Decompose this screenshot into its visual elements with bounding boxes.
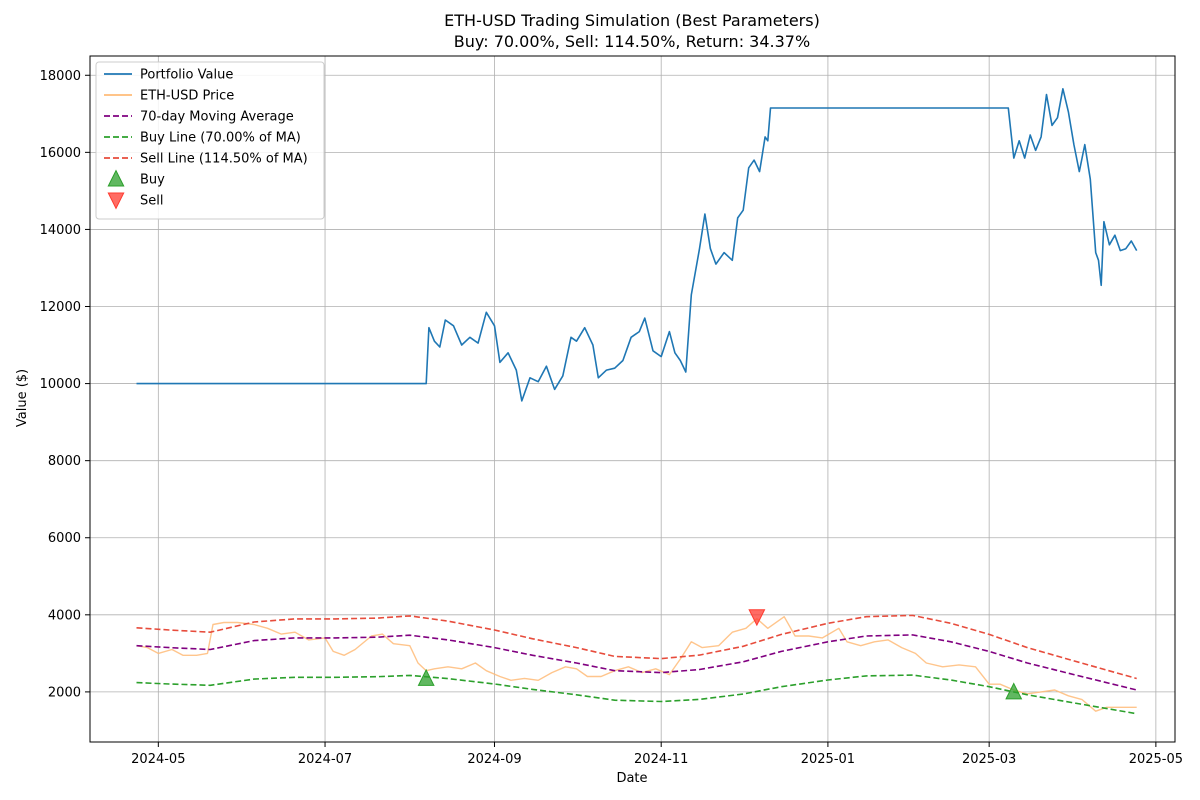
moving-average-line [136,634,1137,691]
chart-subtitle: Buy: 70.00%, Sell: 114.50%, Return: 34.3… [454,32,810,51]
x-axis-label: Date [616,771,647,786]
buy-line [136,674,1137,715]
x-tick-label: 2024-11 [634,752,688,767]
legend-label: Sell Line (114.50% of MA) [140,152,308,167]
y-tick-label: 4000 [48,608,81,623]
y-tick-label: 18000 [40,69,81,84]
y-tick-label: 14000 [40,223,81,238]
x-tick-label: 2024-09 [467,752,521,767]
portfolio-value-line [136,88,1138,402]
legend-swatch [107,169,125,187]
legend: Portfolio Value ETH-USD Price 70-day Movin… [95,61,325,220]
legend-label: Portfolio Value [140,68,233,83]
y-tick-label: 10000 [40,377,81,392]
x-tick-label: 2024-07 [298,752,352,767]
legend-label: Buy Line (70.00% of MA) [140,131,301,146]
y-tick-label: 12000 [40,300,81,315]
legend-label: Sell [140,194,163,209]
x-tick-label: 2025-03 [962,752,1016,767]
y-tick-label: 6000 [48,531,81,546]
legend-box [95,61,325,220]
y-axis-label: Value ($) [15,369,30,427]
sell-marker [748,609,766,627]
x-tick-label: 2024-05 [131,752,185,767]
legend-label: ETH-USD Price [140,89,234,104]
legend-swatch [107,192,125,210]
legend-label: 70-day Moving Average [140,110,294,125]
buy-marker [1005,682,1023,700]
plot-frame [89,55,1176,743]
legend-label: Buy [140,173,165,188]
buy-marker [417,668,435,686]
x-tick-label: 2025-05 [1129,752,1183,767]
x-tick-label: 2025-01 [801,752,855,767]
y-tick-label: 8000 [48,454,81,469]
chart-title: ETH-USD Trading Simulation (Best Paramet… [444,11,820,30]
y-tick-label: 2000 [48,685,81,700]
y-tick-label: 16000 [40,146,81,161]
